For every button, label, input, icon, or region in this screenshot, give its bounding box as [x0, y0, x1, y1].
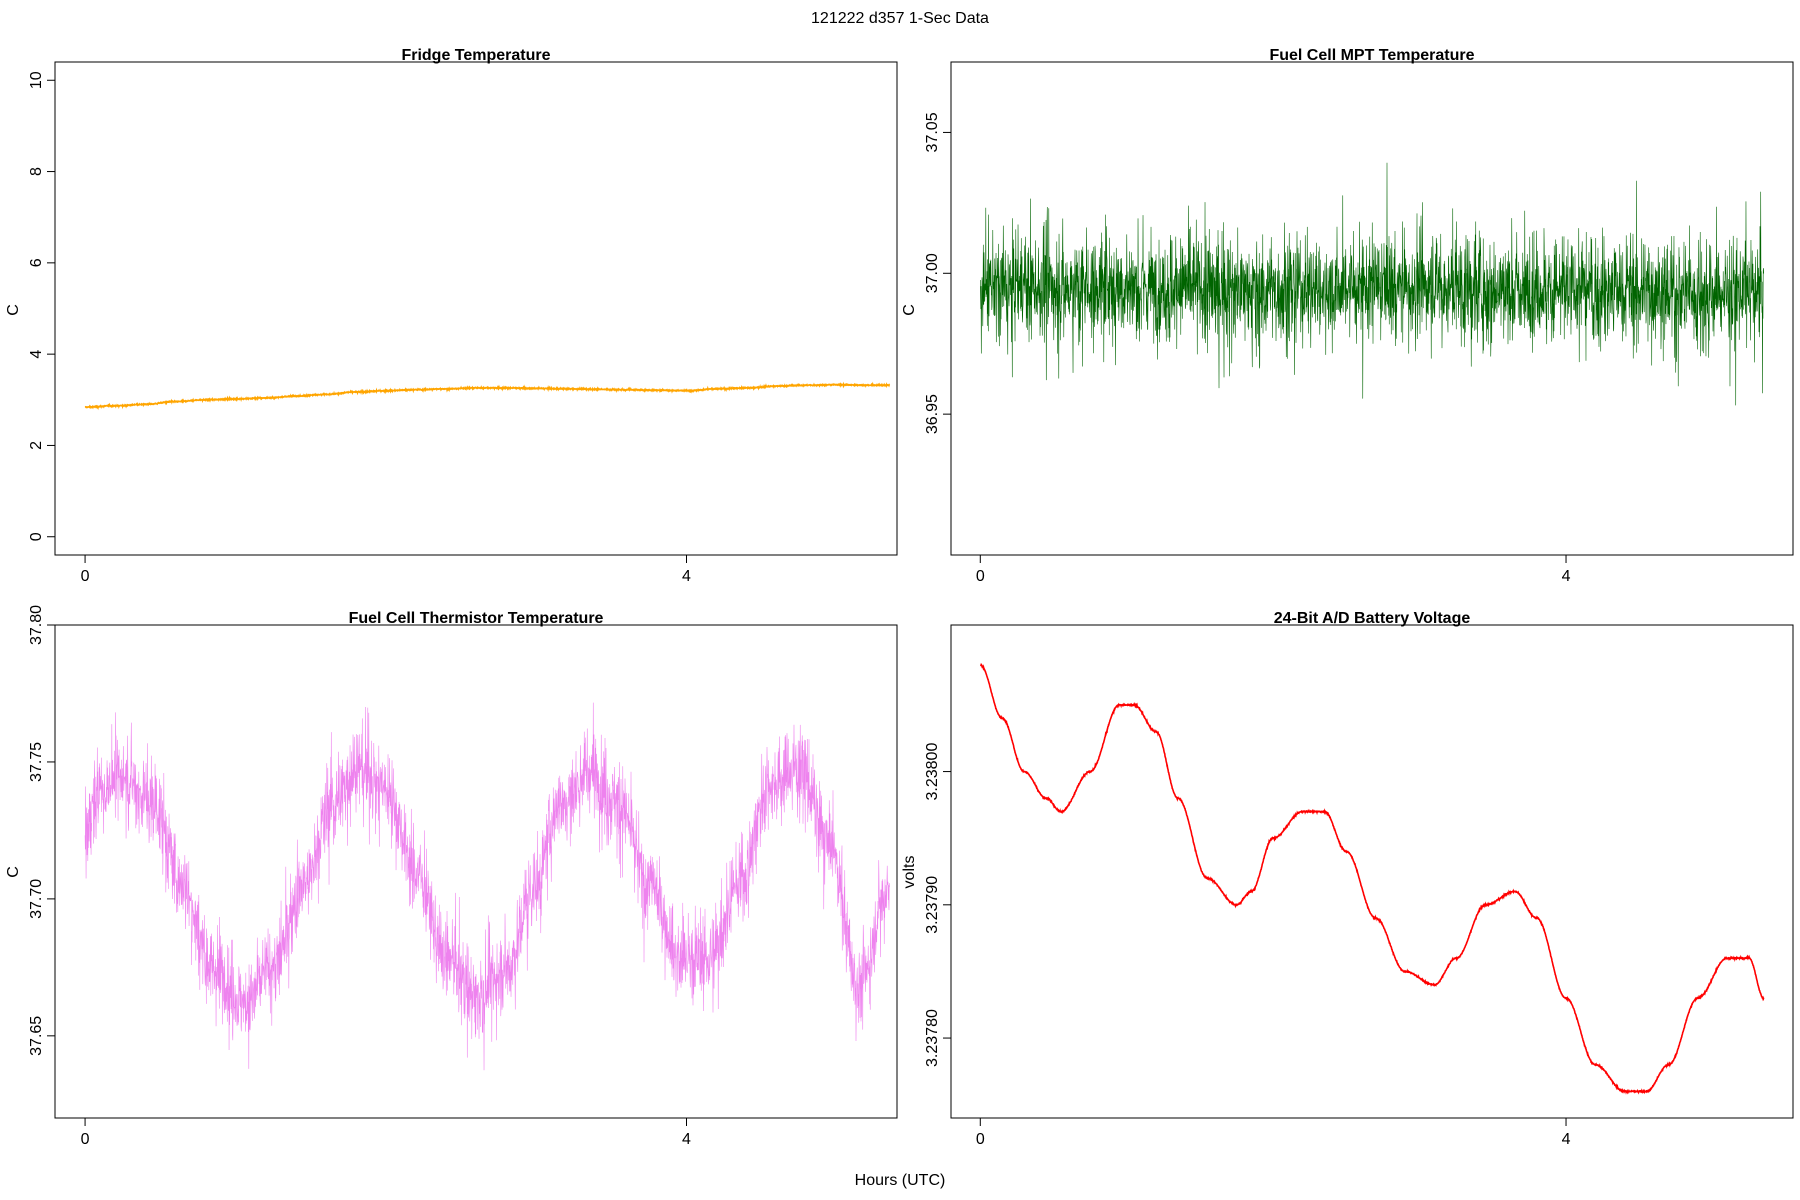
figure-xlabel: Hours (UTC)	[855, 1172, 946, 1189]
x-tick-label: 0	[976, 1131, 985, 1148]
y-tick-label: 2	[28, 441, 45, 450]
x-tick-label: 4	[682, 568, 691, 585]
plot-frame	[950, 624, 1794, 1119]
panel-ylabel: volts	[901, 856, 918, 889]
y-tick-label: 36.95	[924, 394, 941, 434]
x-tick-label: 4	[682, 1131, 691, 1148]
y-tick-label: 37.65	[28, 1016, 45, 1056]
panel-title: 24-Bit A/D Battery Voltage	[1274, 610, 1471, 627]
panel-title: Fuel Cell MPT Temperature	[1269, 47, 1474, 64]
y-tick-label: 3.23800	[924, 743, 941, 801]
plot-frame	[54, 61, 898, 556]
panel-fuel-cell-thermistor-temperature: Fuel Cell Thermistor Temperature C 0 4 37.…	[5, 605, 898, 1148]
y-tick-label: 37.00	[924, 253, 941, 293]
panel-ylabel: C	[5, 304, 22, 316]
y-tick-label: 3.23780	[924, 1009, 941, 1067]
panel-battery-voltage: 24-Bit A/D Battery Voltage volts 0 4 3.237…	[901, 610, 1794, 1148]
y-tick-label: 0	[28, 532, 45, 541]
y-tick-label: 3.23790	[924, 876, 941, 934]
y-tick-label: 6	[28, 258, 45, 267]
series-line	[979, 662, 1765, 1095]
x-tick-label: 0	[976, 568, 985, 585]
series-line	[979, 162, 1765, 406]
y-tick-label: 37.80	[28, 605, 45, 645]
x-tick-label: 4	[1562, 1131, 1571, 1148]
x-tick-label: 4	[1562, 568, 1571, 585]
x-tick-label: 0	[81, 1131, 90, 1148]
y-tick-label: 8	[28, 167, 45, 176]
panel-title: Fuel Cell Thermistor Temperature	[349, 610, 604, 627]
figure-suptitle: 121222 d357 1-Sec Data	[811, 10, 989, 27]
panel-ylabel: C	[5, 866, 22, 878]
x-tick-label: 0	[81, 568, 90, 585]
series-line	[84, 702, 890, 1071]
panel-fridge-temperature: Fridge Temperature C 0 4 0 2 4 6 8 10	[5, 47, 898, 585]
y-tick-label: 37.05	[924, 112, 941, 152]
panel-fuel-cell-mpt-temperature: Fuel Cell MPT Temperature C 0 4 36.95 37.00…	[901, 47, 1794, 585]
panel-ylabel: C	[901, 304, 918, 316]
y-tick-label: 37.70	[28, 879, 45, 919]
panel-title: Fridge Temperature	[401, 47, 550, 64]
y-tick-label: 10	[28, 71, 45, 89]
y-tick-label: 4	[28, 350, 45, 359]
y-tick-label: 37.75	[28, 742, 45, 782]
series-line	[84, 381, 891, 411]
